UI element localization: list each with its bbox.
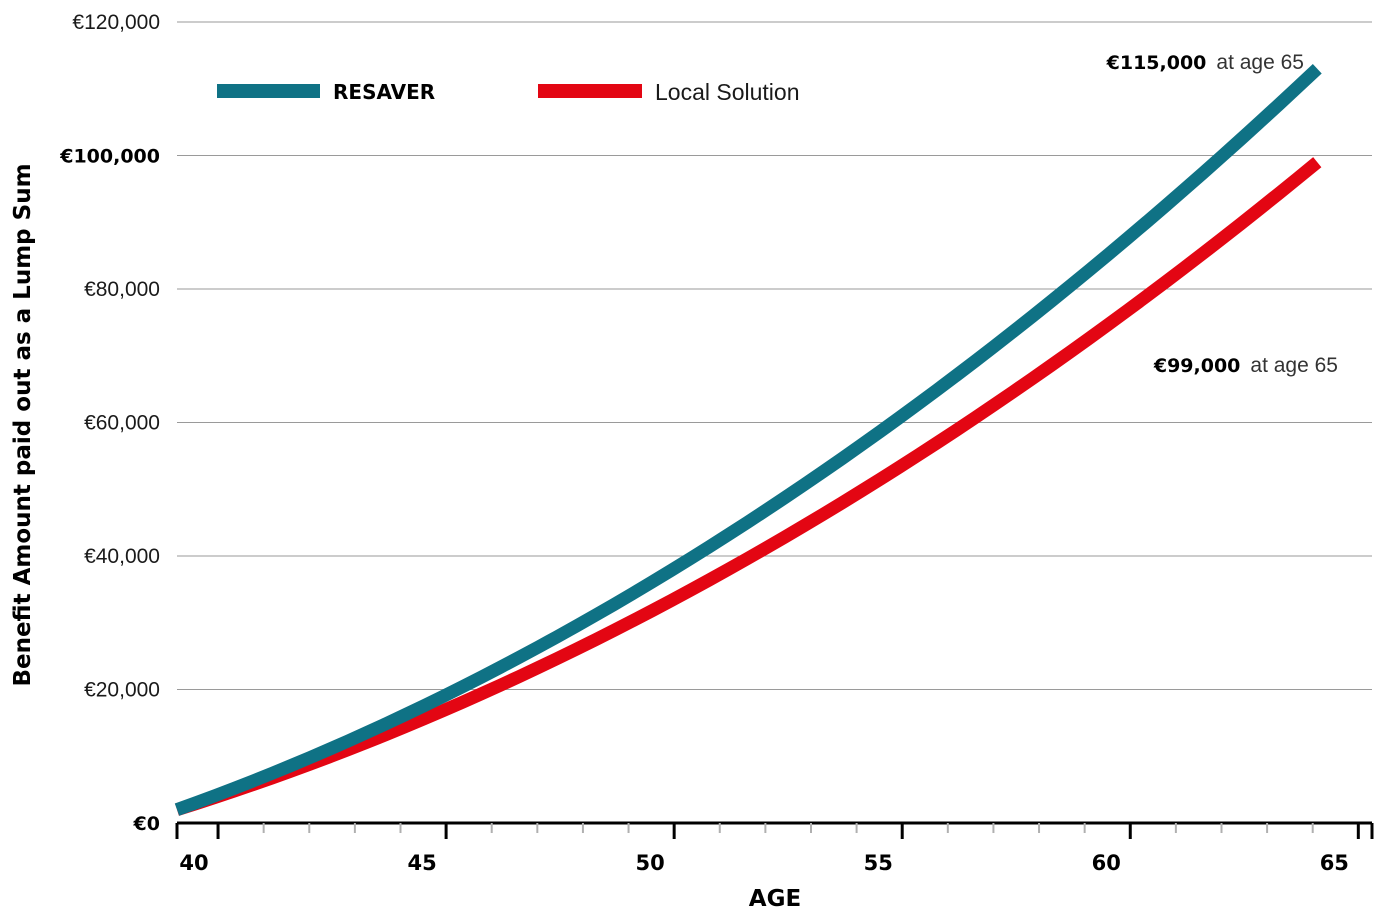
x-tick-label: 50 [636,851,665,875]
x-tick-label: 55 [864,851,893,875]
y-axis-tick-labels: €0 €20,000 €40,000 €60,000 €80,000 €100,000 €1… [59,11,160,835]
y-tick-label: €60,000 [84,412,160,435]
annotation-resaver: €115,000 at age 65 [1106,51,1304,74]
y-tick-label: €120,000 [72,11,160,34]
legend-label-resaver: RESAVER [333,80,435,104]
svg-text:€99,000 at age 65: €99,000 at age 65 [1153,354,1338,377]
y-tick-label: €100,000 [59,146,160,168]
series-lines [174,63,1322,816]
svg-text:€115,000 at age 65: €115,000 at age 65 [1106,51,1304,74]
series-line-resaver [174,63,1322,816]
x-axis: 40 45 50 55 60 65 [175,821,1374,875]
annotation-resaver-value: €115,000 [1106,52,1207,74]
x-tick-label: 40 [179,851,208,875]
y-tick-label: €20,000 [84,679,160,702]
annotation-local-value: €99,000 [1153,355,1241,377]
x-axis-title: AGE [749,886,801,910]
x-tick-label: 45 [407,851,436,875]
annotation-resaver-text: at age 65 [1216,51,1304,74]
y-tick-label: €0 [133,813,160,835]
annotation-local-text: at age 65 [1250,354,1338,377]
x-tick-label: 65 [1320,851,1349,875]
x-tick-label: 60 [1092,851,1121,875]
legend: RESAVER Local Solution [217,79,800,105]
y-axis-title: Benefit Amount paid out as a Lump Sum [10,163,36,686]
legend-label-local-solution: Local Solution [655,79,800,105]
grid-lines [177,21,1372,690]
y-tick-label: €40,000 [84,545,160,568]
y-tick-label: €80,000 [84,278,160,301]
series-line-local-solution [175,157,1322,816]
annotation-local-solution: €99,000 at age 65 [1153,354,1338,377]
